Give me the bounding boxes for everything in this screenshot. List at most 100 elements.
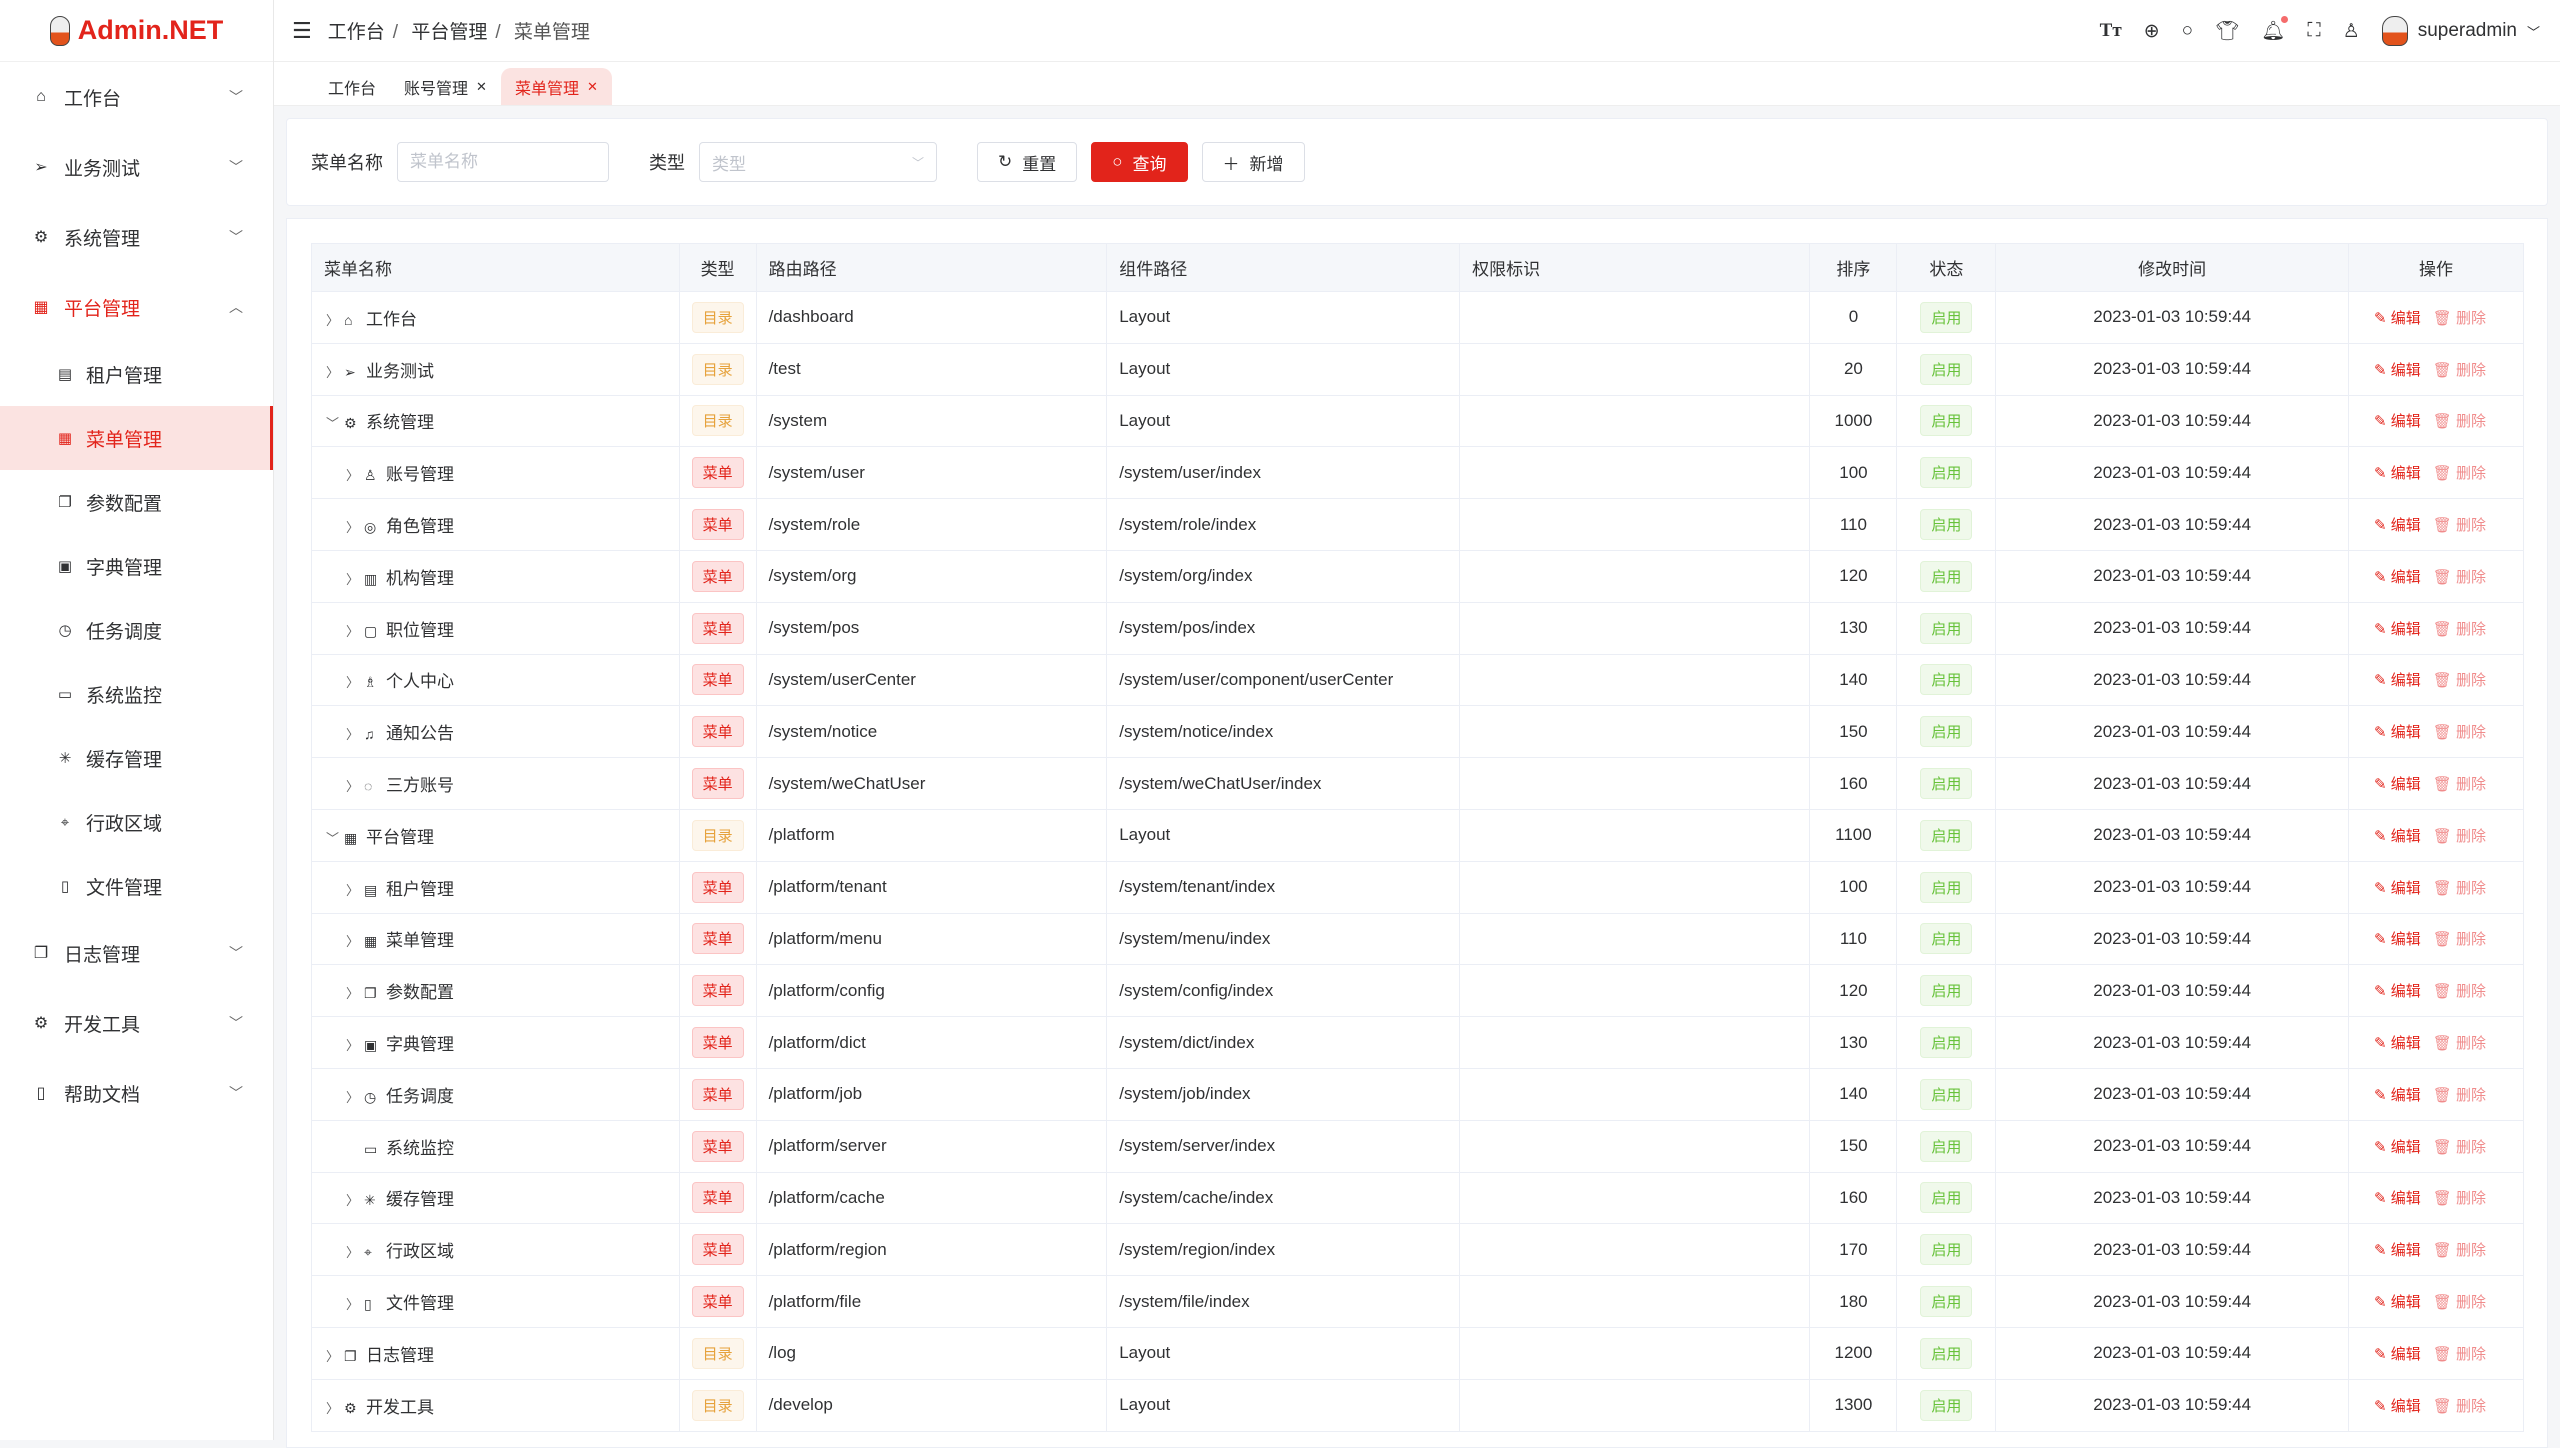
edit-button[interactable]: ✎ 编辑 [2374, 828, 2421, 845]
tab-1[interactable]: 账号管理 ✕ [390, 68, 501, 105]
edit-button[interactable]: ✎ 编辑 [2374, 362, 2421, 379]
table-row[interactable]: ﹀ ⚙ 系统管理 目录/system Layout 1000 启用 2023-01-03 10… [311, 394, 2525, 448]
sidebar-item-0[interactable]: ⌂ 工作台 ﹀ [0, 62, 273, 132]
reset-button[interactable]: ↻ 重置 [977, 142, 1078, 182]
sidebar-subitem-2[interactable]: ❐ 参数配置 [0, 470, 273, 534]
sidebar-item-2[interactable]: ⚙ 系统管理 ﹀ [0, 202, 273, 272]
menu-name-input[interactable] [397, 142, 609, 182]
chevron-right-icon[interactable]: 〉 [346, 468, 360, 484]
edit-button[interactable]: ✎ 编辑 [2374, 724, 2421, 741]
table-row[interactable]: 〉 ▦ 菜单管理 菜单/platform/menu/system/menu/index… [311, 912, 2525, 966]
edit-button[interactable]: ✎ 编辑 [2374, 517, 2421, 534]
edit-button[interactable]: ✎ 编辑 [2374, 776, 2421, 793]
tab-2[interactable]: 菜单管理 ✕ [500, 68, 612, 105]
delete-button[interactable]: 🗑︎ 删除 [2433, 1139, 2486, 1156]
delete-button[interactable]: 🗑︎ 删除 [2433, 1242, 2486, 1259]
edit-button[interactable]: ✎ 编辑 [2374, 569, 2421, 586]
sidebar-subitem-6[interactable]: ✳ 缓存管理 [0, 726, 273, 790]
delete-button[interactable]: 🗑︎ 删除 [2433, 310, 2486, 327]
delete-button[interactable]: 🗑︎ 删除 [2433, 983, 2486, 1000]
delete-button[interactable]: 🗑︎ 删除 [2433, 1294, 2486, 1311]
edit-button[interactable]: ✎ 编辑 [2374, 465, 2421, 482]
chevron-right-icon[interactable]: 〉 [326, 312, 340, 328]
chevron-right-icon[interactable]: 〉 [346, 779, 360, 795]
breadcrumb-item[interactable]: 平台管理 [411, 22, 488, 43]
chevron-right-icon[interactable]: 〉 [346, 727, 360, 743]
menu-collapse-icon[interactable]: ☰ [292, 17, 312, 43]
sidebar-subitem-5[interactable]: ▭ 系统监控 [0, 662, 273, 726]
bell-icon[interactable]: 🔔︎ [2261, 16, 2289, 43]
edit-button[interactable]: ✎ 编辑 [2374, 621, 2421, 638]
sidebar-subitem-8[interactable]: ▯ 文件管理 [0, 854, 273, 918]
chevron-right-icon[interactable]: 〉 [346, 882, 360, 898]
chevron-right-icon[interactable]: 〉 [346, 520, 360, 536]
sidebar-subitem-4[interactable]: ◷ 任务调度 [0, 598, 273, 662]
table-row[interactable]: 〉 ♙ 账号管理 菜单/system/user/system/user/index 10… [311, 446, 2525, 500]
edit-button[interactable]: ✎ 编辑 [2374, 1190, 2421, 1207]
breadcrumb-item[interactable]: 工作台 [327, 22, 385, 43]
user-icon[interactable]: ♙ [2342, 20, 2360, 42]
delete-button[interactable]: 🗑︎ 删除 [2433, 465, 2486, 482]
edit-button[interactable]: ✎ 编辑 [2374, 310, 2421, 327]
table-row[interactable]: 〉 ▢ 职位管理 菜单/system/pos/system/pos/index 130 启… [311, 601, 2525, 655]
delete-button[interactable]: 🗑︎ 删除 [2433, 1398, 2486, 1415]
tab-0[interactable]: 工作台 [314, 68, 390, 105]
sidebar-subitem-3[interactable]: ▣ 字典管理 [0, 534, 273, 598]
chevron-right-icon[interactable]: 〉 [346, 675, 360, 691]
delete-button[interactable]: 🗑︎ 删除 [2433, 1346, 2486, 1363]
table-row[interactable]: 〉 ⚙ 开发工具 目录/develop Layout 1300 启用 2023-01-03 1… [311, 1378, 2525, 1432]
delete-button[interactable]: 🗑︎ 删除 [2433, 724, 2486, 741]
search-icon[interactable]: ○ [2181, 20, 2194, 41]
delete-button[interactable]: 🗑︎ 删除 [2433, 517, 2486, 534]
table-row[interactable]: 〉 ▤ 租户管理 菜单/platform/tenant/system/tenant/i… [311, 860, 2525, 914]
edit-button[interactable]: ✎ 编辑 [2374, 672, 2421, 689]
edit-button[interactable]: ✎ 编辑 [2374, 880, 2421, 897]
table-row[interactable]: 〉 ▣ 字典管理 菜单/platform/dict/system/dict/index… [311, 1016, 2525, 1069]
chevron-right-icon[interactable]: 〉 [326, 1400, 340, 1416]
sidebar-item-3[interactable]: ▦ 平台管理 ︿ [0, 272, 273, 342]
table-row[interactable]: 〉 ⌂ 工作台 目录/dashboard Layout 0 启用 2023-01-03 10:… [311, 291, 2525, 344]
chevron-right-icon[interactable]: 〉 [346, 1245, 360, 1261]
table-row[interactable]: 〉 ♫ 通知公告 菜单/system/notice/system/notice/ind… [311, 705, 2525, 759]
chevron-right-icon[interactable]: 〉 [346, 623, 360, 639]
table-row[interactable]: 〉 ♗ 个人中心 菜单/system/userCenter/system/user/c… [311, 653, 2525, 707]
edit-button[interactable]: ✎ 编辑 [2374, 1139, 2421, 1156]
sidebar-item-4[interactable]: ❐ 日志管理 ﹀ [0, 918, 273, 988]
edit-button[interactable]: ✎ 编辑 [2374, 1242, 2421, 1259]
sidebar-item-1[interactable]: ➢ 业务测试 ﹀ [0, 132, 273, 202]
table-row[interactable]: 〉 ➢ 业务测试 目录/test Layout 20 启用 2023-01-03 10:59:… [311, 342, 2525, 396]
language-icon[interactable]: ⊕ [2143, 20, 2160, 42]
chevron-right-icon[interactable]: 〉 [346, 934, 360, 950]
chevron-right-icon[interactable]: 〉 [326, 1348, 340, 1364]
edit-button[interactable]: ✎ 编辑 [2374, 1346, 2421, 1363]
close-icon[interactable]: ✕ [586, 78, 598, 94]
chevron-down-icon[interactable]: ﹀ [326, 416, 340, 432]
edit-button[interactable]: ✎ 编辑 [2374, 413, 2421, 430]
table-row[interactable]: ▭ 系统监控 菜单/platform/server/system/server/in… [311, 1119, 2525, 1173]
table-row[interactable]: 〉 ❐ 参数配置 菜单/platform/config/system/config/i… [311, 964, 2525, 1018]
chevron-right-icon[interactable]: 〉 [346, 1193, 360, 1209]
close-icon[interactable]: ✕ [476, 78, 487, 94]
font-size-icon[interactable]: Tт [2099, 20, 2122, 41]
table-row[interactable]: 〉 ◌ 三方账号 菜单/system/weChatUser/system/weChat… [311, 757, 2525, 810]
sidebar-subitem-0[interactable]: ▤ 租户管理 [0, 342, 273, 406]
edit-button[interactable]: ✎ 编辑 [2374, 983, 2421, 1000]
delete-button[interactable]: 🗑︎ 删除 [2433, 569, 2486, 586]
chevron-right-icon[interactable]: 〉 [346, 571, 360, 587]
delete-button[interactable]: 🗑︎ 删除 [2433, 1035, 2486, 1052]
query-button[interactable]: ○ 查询 [1091, 142, 1188, 182]
add-button[interactable]: ＋ 新增 [1201, 142, 1305, 182]
chevron-right-icon[interactable]: 〉 [346, 1038, 360, 1054]
logo[interactable]: Admin.NET [0, 0, 273, 62]
chevron-down-icon[interactable]: ﹀ [326, 830, 340, 846]
sidebar-item-6[interactable]: ▯ 帮助文档 ﹀ [0, 1058, 273, 1128]
sidebar-subitem-7[interactable]: ⌖ 行政区域 [0, 790, 273, 854]
type-select[interactable]: 类型 ﹀ [699, 142, 937, 182]
delete-button[interactable]: 🗑︎ 删除 [2433, 828, 2486, 845]
theme-shirt-icon[interactable]: 👕︎ [2215, 21, 2240, 42]
delete-button[interactable]: 🗑︎ 删除 [2433, 672, 2486, 689]
delete-button[interactable]: 🗑︎ 删除 [2433, 1190, 2486, 1207]
table-row[interactable]: 〉 ⌖ 行政区域 菜单/platform/region/system/region/i… [311, 1223, 2525, 1277]
table-row[interactable]: 〉 ◷ 任务调度 菜单/platform/job/system/job/index 14… [311, 1067, 2525, 1121]
chevron-right-icon[interactable]: 〉 [346, 1089, 360, 1105]
